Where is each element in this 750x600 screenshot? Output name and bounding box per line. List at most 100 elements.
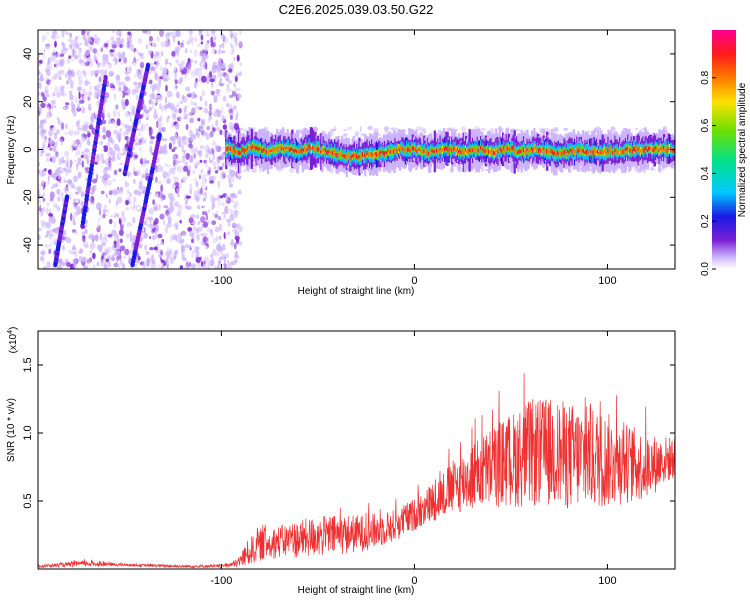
noise-blob (68, 165, 72, 169)
noise-blob (86, 249, 90, 256)
noise-blob (125, 207, 130, 211)
noise-blob (162, 138, 168, 142)
noise-blob (138, 51, 141, 55)
noise-blob (168, 248, 173, 253)
noise-blob (101, 159, 106, 164)
noise-blob (157, 233, 163, 239)
noise-blob (230, 33, 235, 38)
noise-blob (51, 235, 56, 243)
noise-blob (57, 196, 61, 202)
noise-blob (219, 129, 223, 135)
noise-blob (196, 181, 199, 187)
noise-blob (112, 150, 116, 156)
noise-blob (103, 66, 107, 72)
noise-blob (40, 219, 44, 227)
noise-blob (233, 209, 239, 216)
noise-blob (160, 184, 164, 192)
noise-blob (54, 229, 60, 235)
noise-blob (128, 254, 131, 261)
noise-blob (212, 145, 215, 151)
noise-blob (119, 258, 123, 266)
noise-blob (86, 130, 91, 138)
noise-blob (222, 95, 227, 102)
noise-blob (92, 204, 98, 210)
noise-blob (51, 226, 56, 230)
noise-blob (39, 230, 42, 235)
noise-blob (49, 191, 55, 200)
noise-blob (123, 57, 127, 64)
noise-blob (227, 90, 231, 96)
noise-blob (79, 147, 85, 151)
noise-blob (202, 205, 209, 212)
noise-blob (172, 111, 175, 118)
noise-blob (151, 210, 154, 216)
noise-blob (70, 159, 77, 167)
noise-blob (90, 116, 95, 123)
noise-blob (159, 30, 164, 37)
noise-blob (123, 228, 127, 236)
noise-blob (167, 32, 171, 37)
noise-blob (209, 131, 214, 138)
noise-blob (210, 42, 216, 48)
noise-blob (187, 105, 192, 111)
noise-blob (148, 106, 152, 112)
noise-blob (55, 141, 58, 148)
noise-blob (181, 145, 185, 153)
noise-blob (52, 183, 59, 188)
noise-blob (167, 90, 173, 98)
noise-blob (204, 226, 209, 235)
noise-blob (180, 228, 183, 234)
noise-blob (225, 39, 229, 47)
noise-blob (83, 101, 87, 107)
noise-blob (54, 213, 58, 221)
noise-blob (613, 126, 617, 133)
noise-blob (98, 40, 103, 45)
noise-blob (68, 154, 72, 161)
noise-blob (134, 154, 138, 159)
noise-blob (116, 118, 121, 126)
noise-blob (160, 242, 164, 246)
noise-blob (228, 168, 232, 175)
noise-blob (189, 143, 193, 149)
noise-blob (216, 66, 222, 74)
noise-blob (131, 96, 135, 101)
noise-blob (83, 240, 88, 248)
noise-blob (149, 247, 154, 251)
noise-blob (165, 96, 168, 104)
noise-blob (143, 105, 147, 112)
noise-blob (196, 214, 199, 219)
noise-blob (48, 127, 53, 131)
noise-blob (57, 133, 61, 140)
noise-blob (60, 53, 64, 57)
noise-blob (207, 209, 211, 213)
noise-blob (76, 236, 82, 243)
noise-blob (116, 243, 121, 248)
noise-blob (198, 125, 202, 130)
noise-blob (78, 91, 81, 100)
noise-blob (215, 144, 219, 151)
noise-blob (162, 219, 166, 226)
noise-blob (165, 158, 169, 164)
noise-blob (152, 234, 156, 241)
noise-blob (124, 112, 130, 118)
noise-blob (56, 265, 62, 269)
noise-blob (121, 99, 125, 106)
noise-blob (187, 44, 190, 50)
noise-blob (235, 87, 241, 92)
noise-blob (141, 174, 146, 179)
noise-blob (52, 126, 57, 133)
noise-blob (215, 88, 221, 95)
noise-blob (194, 60, 198, 64)
noise-blob (192, 54, 196, 59)
noise-blob (50, 99, 56, 105)
noise-blob (121, 203, 126, 209)
noise-blob (192, 249, 198, 254)
noise-blob (39, 210, 44, 217)
noise-blob (177, 165, 183, 173)
noise-blob (92, 209, 98, 213)
noise-blob (44, 252, 49, 259)
noise-blob (177, 206, 182, 212)
noise-blob (177, 209, 181, 217)
noise-blob (219, 213, 225, 220)
noise-blob (154, 72, 158, 80)
